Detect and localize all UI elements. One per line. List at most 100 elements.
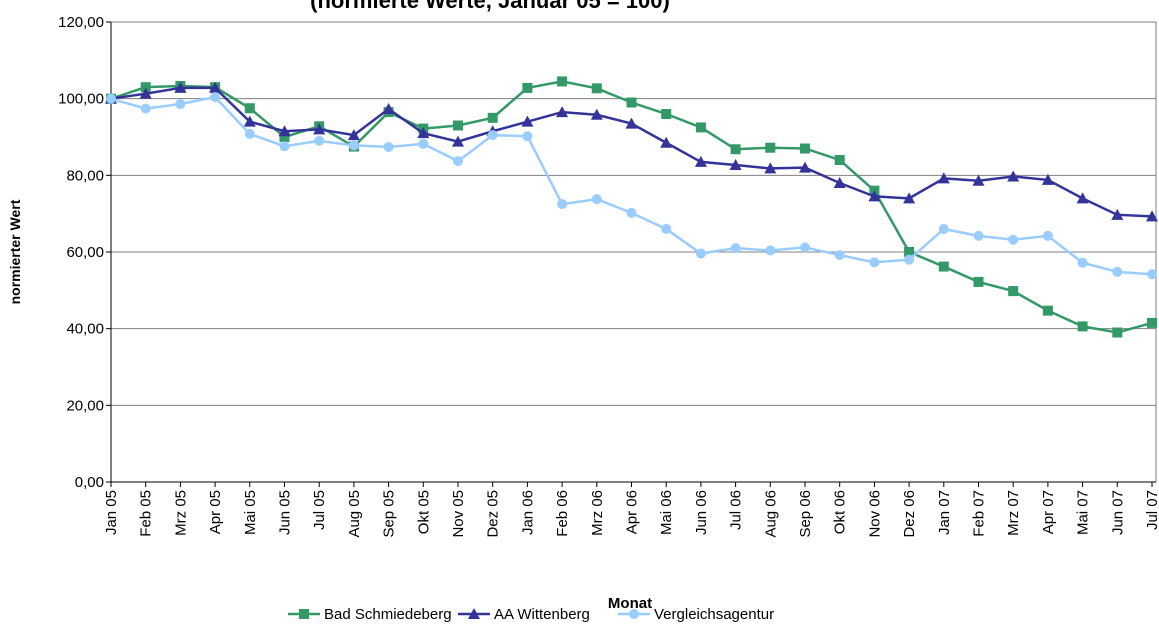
data-point [591,194,602,205]
data-point [1076,192,1089,204]
data-point [521,115,534,127]
legend-item: Vergleichsagentur [618,606,774,623]
data-point [660,136,673,148]
data-point [210,92,221,103]
data-point [348,140,359,151]
data-point [522,82,533,93]
data-point [382,103,395,115]
x-tick-label: Jan 05 [103,490,120,535]
data-point [626,97,637,108]
x-tick-label: Jan 06 [519,490,536,535]
y-tick-label: 100,00 [58,91,104,108]
legend-label: Vergleichsagentur [654,606,774,623]
data-point [487,130,498,141]
x-tick-label: Sep 05 [381,490,398,538]
x-tick-label: Okt 05 [415,490,432,534]
data-point [140,103,151,114]
x-tick-label: Feb 05 [138,490,155,537]
x-tick-label: Jun 06 [693,490,710,535]
data-point [139,87,152,99]
x-tick-label: Jul 06 [728,490,745,530]
data-point [869,257,880,268]
legend-label: Bad Schmiedeberg [324,606,452,623]
data-point [800,242,810,253]
data-point [522,131,533,142]
x-tick-label: Apr 07 [1040,490,1057,534]
data-point [1007,170,1020,182]
x-tick-label: Mrz 05 [172,490,189,536]
x-tick-label: Nov 06 [866,490,883,538]
data-point [1008,234,1019,245]
series [105,81,1158,222]
y-tick-label: 120,00 [58,14,104,31]
x-tick-label: Mai 05 [242,490,259,535]
data-point [833,177,846,188]
y-tick-label: 40,00 [66,321,104,338]
data-point [106,93,116,104]
data-point [487,112,498,123]
x-tick-label: Jun 05 [277,490,294,535]
data-point [694,155,707,167]
x-tick-label: Mai 06 [658,490,675,535]
data-point [730,144,741,155]
x-tick-label: Nov 05 [450,490,467,538]
x-tick-label: Jul 07 [1144,490,1159,530]
data-point [661,224,672,234]
legend-marker [299,609,309,619]
data-point [868,190,881,202]
data-point [590,108,603,120]
legend-item: Bad Schmiedeberg [288,606,452,623]
data-point [314,135,325,146]
data-point [243,115,256,127]
data-point [1042,230,1053,241]
x-tick-label: Apr 06 [624,490,641,534]
data-point [244,128,255,139]
data-point [904,254,915,265]
x-axis-label: Monat [608,595,652,612]
data-point [1041,173,1054,185]
data-point [1146,210,1158,222]
data-point [417,127,430,139]
data-point [279,132,290,142]
data-point [972,174,985,186]
data-point [175,99,186,110]
data-point [765,245,776,256]
data-point [1111,208,1124,220]
legend-marker [629,609,639,619]
x-tick-label: Okt 06 [832,490,849,534]
x-tick-label: Jun 07 [1109,490,1126,535]
x-tick-label: Aug 05 [346,490,363,538]
x-tick-label: Apr 05 [207,490,224,534]
data-point [244,103,255,114]
y-tick-label: 80,00 [66,167,104,184]
data-point [1077,321,1088,332]
data-point [557,76,568,87]
data-point [800,143,810,154]
legend-label: AA Wittenberg [494,606,590,623]
data-point [661,109,672,119]
data-point [383,141,394,152]
data-point [625,117,638,129]
x-tick-label: Dez 06 [901,490,918,538]
data-point [313,123,326,135]
x-tick-label: Sep 06 [797,490,814,538]
chart-title: (normierte Werte, Januar 05 = 100) [310,0,670,13]
data-point [453,156,463,167]
data-point [347,129,360,141]
data-point [973,230,984,241]
data-point [1077,257,1088,268]
data-point [764,162,777,174]
x-tick-label: Dez 05 [485,490,502,538]
x-tick-label: Jan 07 [936,490,953,535]
data-point [1147,269,1157,280]
data-point [557,199,568,210]
data-point [1112,266,1123,277]
data-point [695,248,706,259]
y-tick-label: 20,00 [66,397,104,414]
data-point [1112,327,1123,338]
x-tick-label: Jul 05 [311,490,328,530]
x-tick-label: Mrz 06 [589,490,606,536]
data-point [938,261,949,272]
y-tick-label: 0,00 [75,474,104,491]
